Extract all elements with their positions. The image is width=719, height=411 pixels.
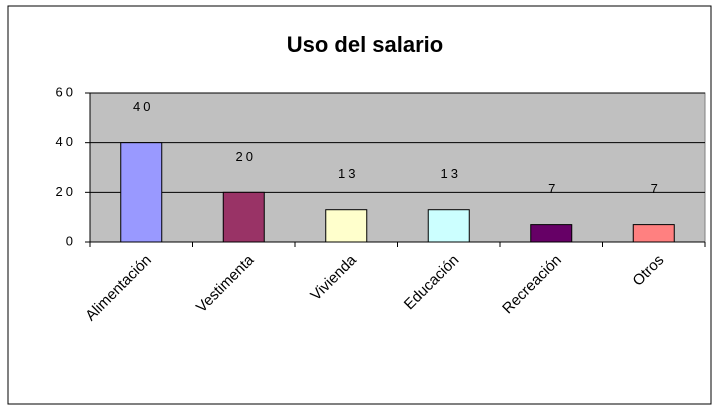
- value-label: 40: [133, 99, 153, 114]
- value-label: 20: [236, 149, 256, 164]
- y-tick-label: 40: [56, 134, 76, 149]
- y-tick-label: 60: [56, 84, 76, 99]
- bar: [632, 224, 675, 243]
- plot-area: [89, 92, 706, 243]
- chart-title: Uso del salario: [287, 32, 444, 57]
- y-tick-label: 20: [56, 184, 76, 199]
- bar: [530, 224, 573, 243]
- value-label: 7: [651, 181, 661, 196]
- value-label: 13: [441, 166, 461, 181]
- bar: [325, 209, 368, 243]
- bar: [222, 191, 265, 243]
- value-label: 7: [548, 181, 558, 196]
- value-label: 13: [338, 166, 358, 181]
- bar: [427, 209, 470, 243]
- y-tick-label: 0: [66, 233, 76, 248]
- bar: [120, 142, 163, 243]
